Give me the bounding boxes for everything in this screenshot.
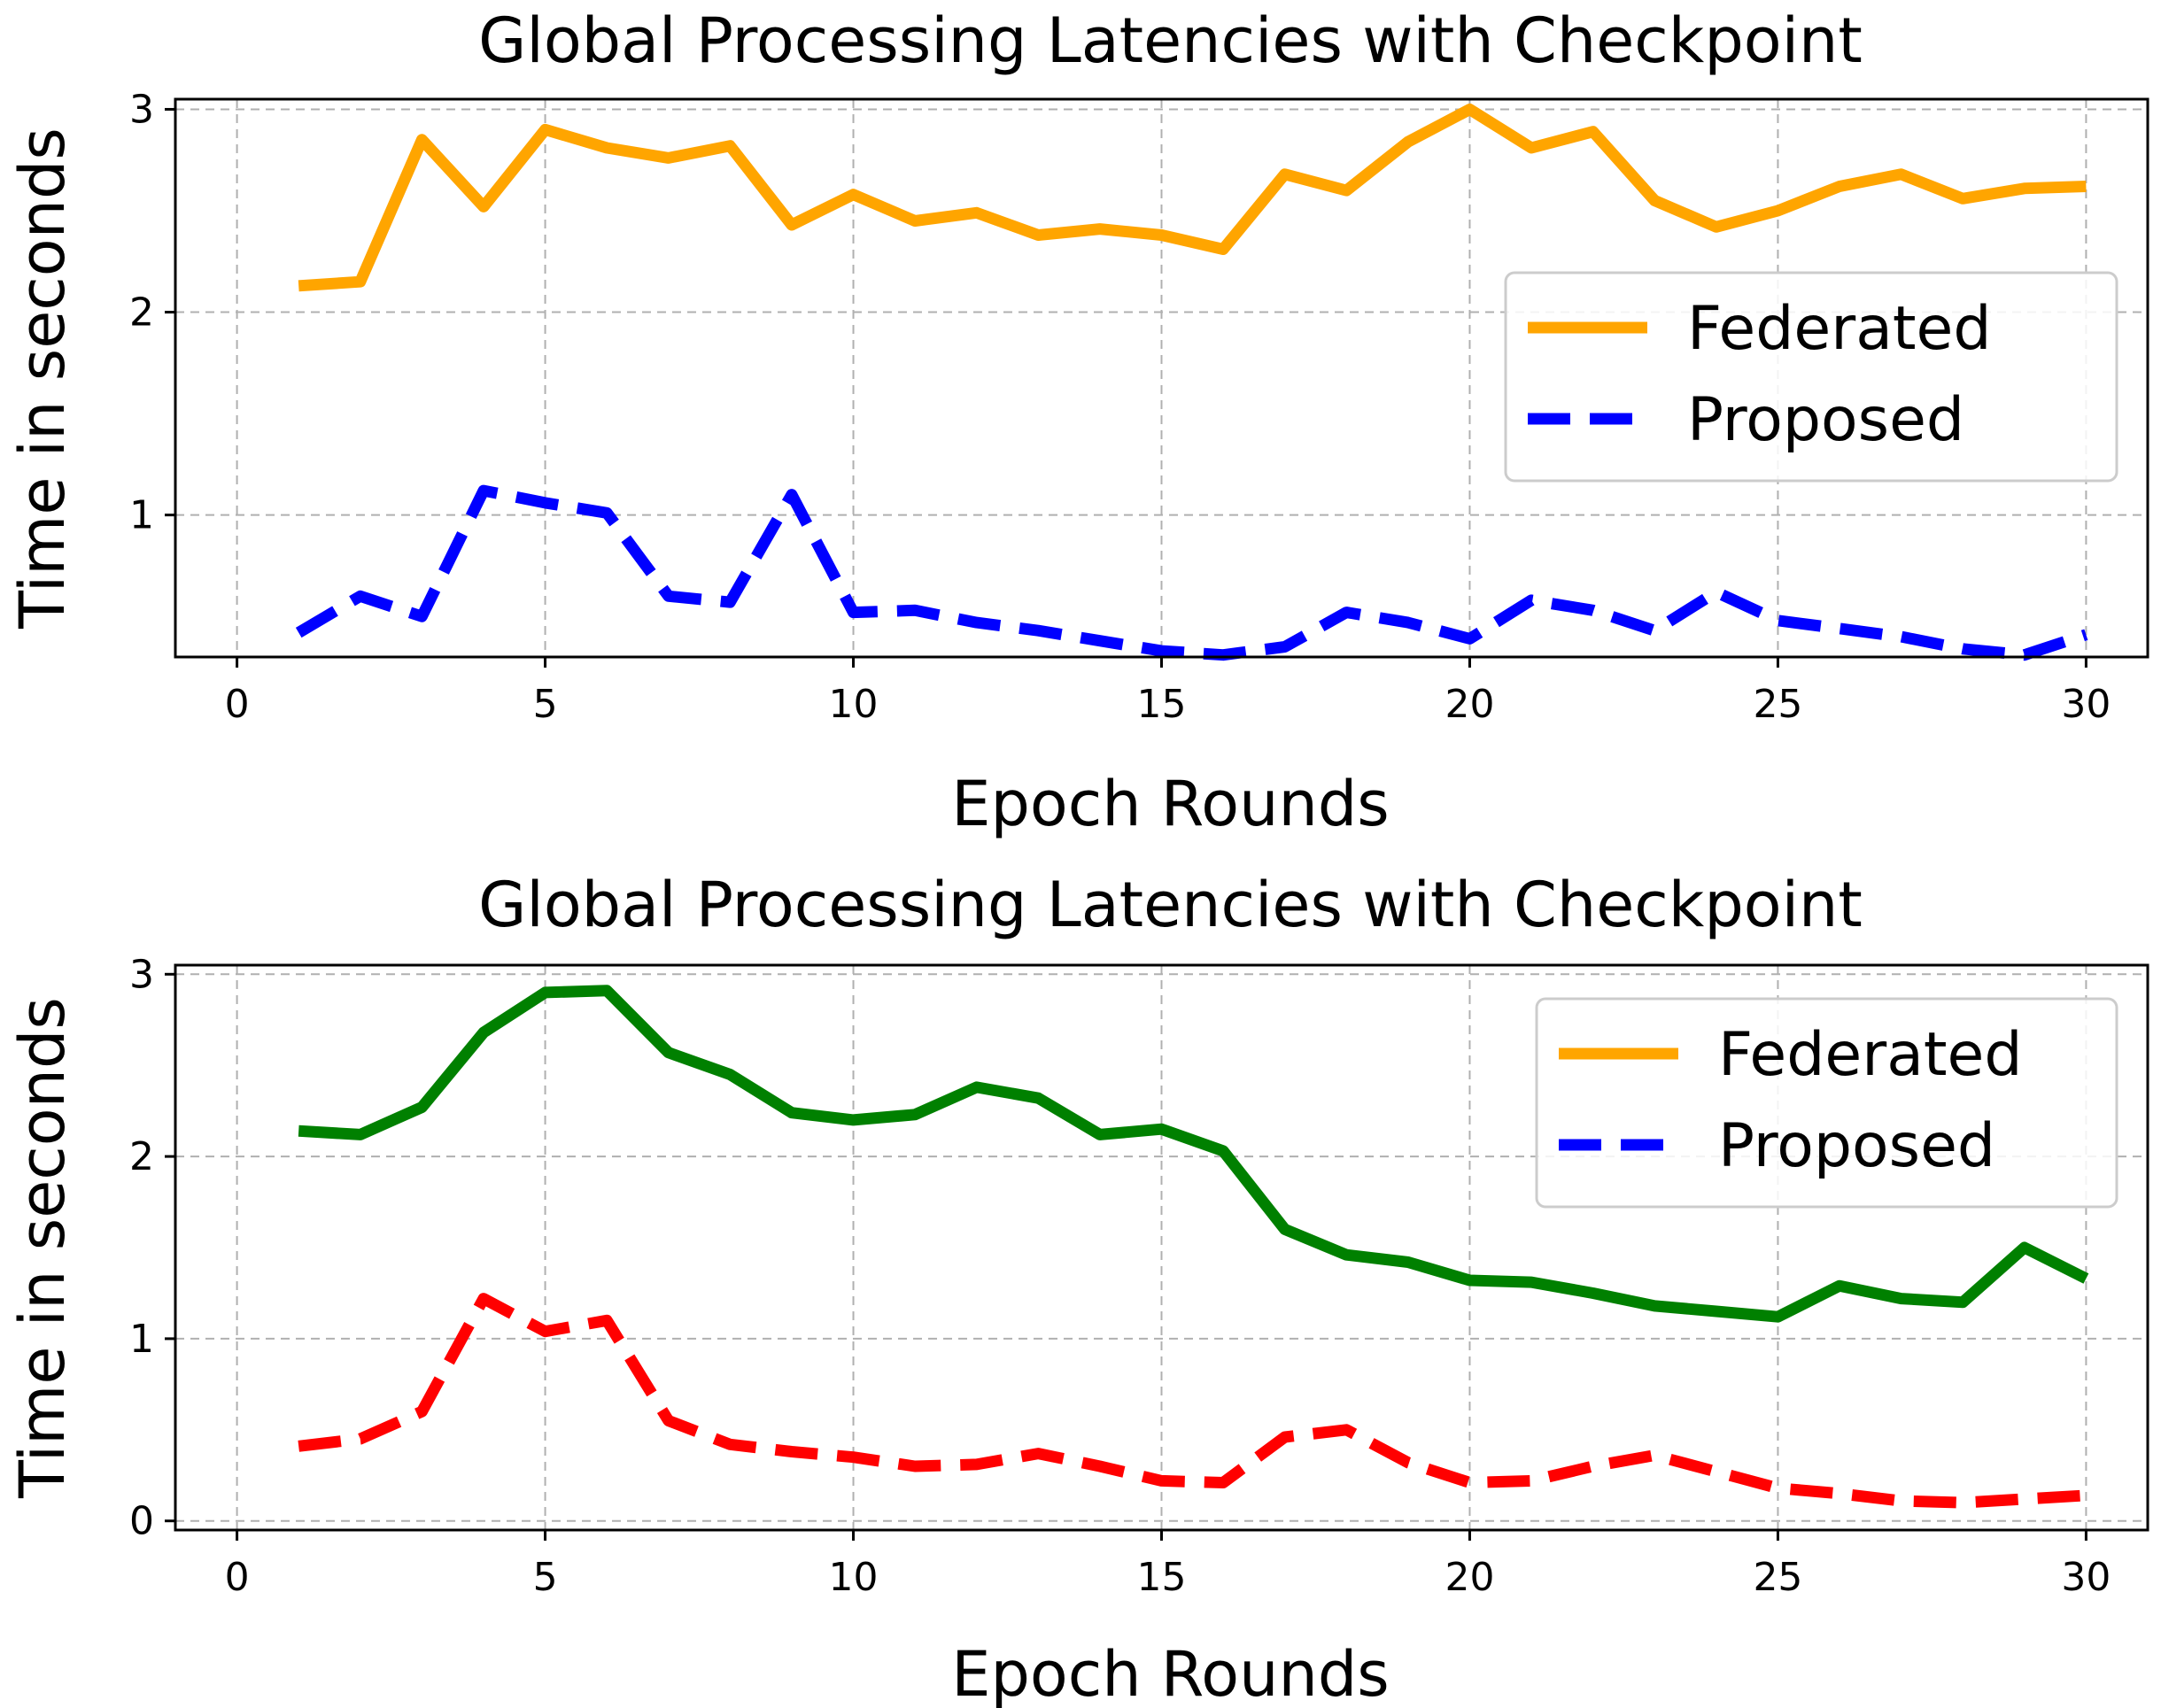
- x-tick-label: 20: [1445, 682, 1494, 727]
- legend: Federated Proposed: [1504, 271, 2118, 483]
- series-line-series-1: [298, 985, 2089, 1323]
- x-tick-label: 15: [1137, 1555, 1187, 1600]
- x-tick-label: 5: [533, 1555, 558, 1600]
- y-tick-label: 2: [129, 290, 154, 336]
- x-tick-label: 30: [2061, 682, 2111, 727]
- x-tick-label: 0: [225, 1555, 250, 1600]
- legend: Federated Proposed: [1535, 997, 2118, 1209]
- x-tick-label: 10: [829, 1555, 879, 1600]
- y-tick-label: 1: [129, 1317, 154, 1362]
- y-tick-label: 3: [129, 87, 154, 132]
- x-tick-label: 25: [1753, 1555, 1802, 1600]
- y-tick-label: 3: [129, 952, 154, 997]
- x-tick-label: 10: [829, 682, 879, 727]
- x-axis-label: Epoch Rounds: [951, 768, 1390, 840]
- series-line-series-2: [298, 1293, 2087, 1509]
- legend-label-proposed: Proposed: [1687, 385, 1964, 455]
- y-tick-label: 1: [129, 493, 154, 538]
- legend-box: [1504, 271, 2118, 483]
- x-tick-label: 30: [2061, 1555, 2111, 1600]
- legend-label-proposed: Proposed: [1718, 1111, 1995, 1181]
- y-axis-label: Time in seconds: [6, 997, 79, 1499]
- chart-panel-1: 0 5 10 15 20 25 30 1 2 3 Global Processing Latenci…: [6, 4, 2149, 840]
- series-line-federated: [298, 104, 2087, 292]
- chart-title: Global Processing Latencies with Checkpo…: [478, 869, 1863, 941]
- series-line-proposed: [295, 484, 2088, 661]
- chart-panel-2: 0 5 10 15 20 25 30 0 1 2 3 Global Processing Latenc…: [6, 869, 2149, 1708]
- x-tick-label: 25: [1753, 682, 1802, 727]
- legend-box: [1535, 997, 2118, 1209]
- legend-label-federated: Federated: [1687, 294, 1992, 364]
- y-tick-label: 2: [129, 1134, 154, 1179]
- y-axis-label: Time in seconds: [6, 128, 79, 630]
- legend-label-federated: Federated: [1718, 1020, 2023, 1090]
- y-tick-label: 0: [129, 1499, 154, 1544]
- x-tick-label: 15: [1137, 682, 1187, 727]
- chart-title: Global Processing Latencies with Checkpo…: [478, 4, 1863, 77]
- x-tick-label: 0: [225, 682, 250, 727]
- x-axis-label: Epoch Rounds: [951, 1638, 1390, 1708]
- x-tick-label: 20: [1445, 1555, 1494, 1600]
- x-tick-label: 5: [533, 682, 558, 727]
